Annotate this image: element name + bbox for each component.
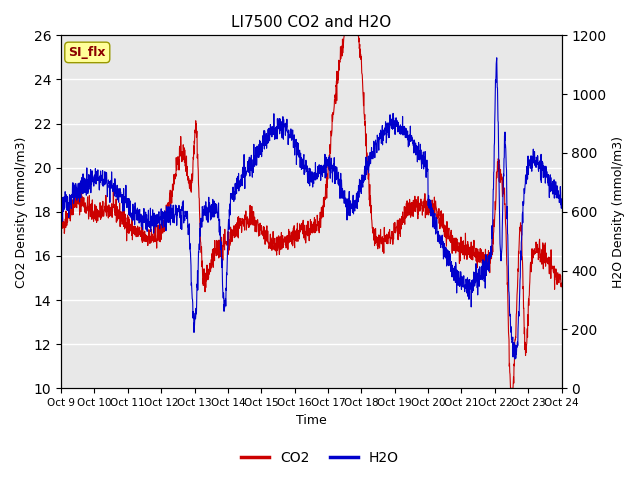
Title: LI7500 CO2 and H2O: LI7500 CO2 and H2O (231, 15, 392, 30)
CO2 (544, 260, 552, 266)
CO2 (83, 205, 90, 211)
Line: CO2: CO2 (61, 36, 561, 388)
H2O (83, 176, 90, 182)
H2O (511, 356, 519, 362)
CO2 (543, 256, 551, 262)
X-axis label: Time: Time (296, 414, 326, 427)
Y-axis label: H2O Density (mmol/m3): H2O Density (mmol/m3) (612, 136, 625, 288)
Line: H2O: H2O (61, 58, 561, 359)
CO2 (57, 223, 65, 229)
H2O (543, 174, 551, 180)
CO2 (340, 33, 348, 38)
H2O (301, 163, 308, 169)
Legend: CO2, H2O: CO2, H2O (236, 445, 404, 471)
CO2 (557, 284, 565, 289)
H2O (544, 174, 552, 180)
H2O (57, 212, 65, 217)
CO2 (507, 385, 515, 391)
CO2 (287, 235, 295, 240)
H2O (557, 196, 565, 202)
H2O (493, 55, 500, 60)
CO2 (452, 241, 460, 247)
CO2 (301, 222, 308, 228)
H2O (451, 271, 459, 276)
H2O (287, 127, 295, 132)
Y-axis label: CO2 Density (mmol/m3): CO2 Density (mmol/m3) (15, 136, 28, 288)
Text: SI_flx: SI_flx (68, 46, 106, 59)
